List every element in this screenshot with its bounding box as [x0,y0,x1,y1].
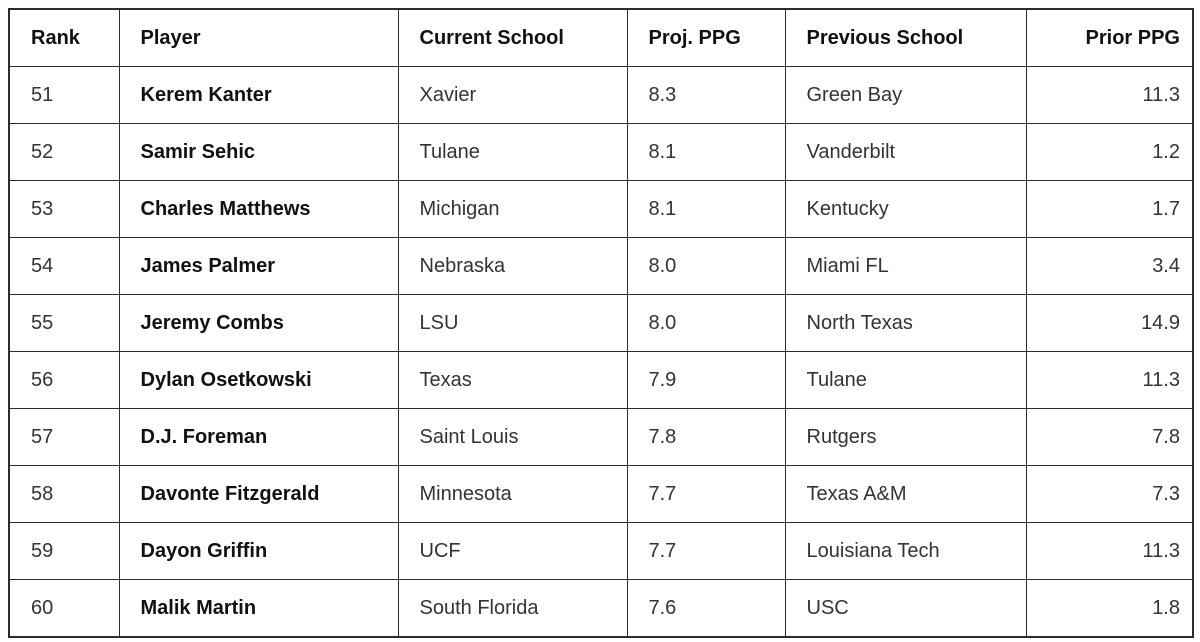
rankings-table-container: Rank Player Current School Proj. PPG Pre… [8,8,1194,638]
current-school-cell: Michigan [397,180,628,238]
current-school-cell: LSU [397,294,628,352]
current-school-cell: Xavier [397,66,628,124]
player-cell: Samir Sehic [118,123,399,181]
rank-cell: 53 [8,180,120,238]
header-proj-ppg: Proj. PPG [626,8,786,67]
prior-ppg-cell: 14.9 [1025,294,1194,352]
rank-cell: 52 [8,123,120,181]
proj-ppg-cell: 7.7 [626,465,786,523]
prior-ppg-cell: 1.7 [1025,180,1194,238]
current-school-cell: UCF [397,522,628,580]
table-row: 54 James Palmer Nebraska 8.0 Miami FL 3.… [8,237,1194,295]
proj-ppg-cell: 7.9 [626,351,786,409]
table-row: 56 Dylan Osetkowski Texas 7.9 Tulane 11.… [8,351,1194,409]
prior-ppg-cell: 1.8 [1025,579,1194,638]
previous-school-cell: Rutgers [784,408,1027,466]
transfer-rankings-table: Rank Player Current School Proj. PPG Pre… [8,8,1194,638]
current-school-cell: Minnesota [397,465,628,523]
table-row: 51 Kerem Kanter Xavier 8.3 Green Bay 11.… [8,66,1194,124]
header-row: Rank Player Current School Proj. PPG Pre… [8,8,1194,67]
rank-cell: 56 [8,351,120,409]
table-row: 59 Dayon Griffin UCF 7.7 Louisiana Tech … [8,522,1194,580]
table-row: 55 Jeremy Combs LSU 8.0 North Texas 14.9 [8,294,1194,352]
previous-school-cell: Louisiana Tech [784,522,1027,580]
player-cell: James Palmer [118,237,399,295]
current-school-cell: Tulane [397,123,628,181]
header-rank: Rank [8,8,120,67]
previous-school-cell: Texas A&M [784,465,1027,523]
prior-ppg-cell: 11.3 [1025,66,1194,124]
player-cell: Dylan Osetkowski [118,351,399,409]
rank-cell: 55 [8,294,120,352]
table-row: 53 Charles Matthews Michigan 8.1 Kentuck… [8,180,1194,238]
prior-ppg-cell: 1.2 [1025,123,1194,181]
previous-school-cell: Tulane [784,351,1027,409]
rank-cell: 51 [8,66,120,124]
current-school-cell: Texas [397,351,628,409]
previous-school-cell: Green Bay [784,66,1027,124]
player-cell: Davonte Fitzgerald [118,465,399,523]
rank-cell: 58 [8,465,120,523]
table-body: 51 Kerem Kanter Xavier 8.3 Green Bay 11.… [8,66,1194,638]
rank-cell: 57 [8,408,120,466]
table-row: 60 Malik Martin South Florida 7.6 USC 1.… [8,579,1194,638]
player-cell: Charles Matthews [118,180,399,238]
current-school-cell: Nebraska [397,237,628,295]
proj-ppg-cell: 8.0 [626,237,786,295]
prior-ppg-cell: 3.4 [1025,237,1194,295]
player-cell: Malik Martin [118,579,399,638]
prior-ppg-cell: 11.3 [1025,351,1194,409]
proj-ppg-cell: 8.3 [626,66,786,124]
prior-ppg-cell: 7.3 [1025,465,1194,523]
previous-school-cell: Miami FL [784,237,1027,295]
header-current-school: Current School [397,8,628,67]
table-row: 57 D.J. Foreman Saint Louis 7.8 Rutgers … [8,408,1194,466]
player-cell: Jeremy Combs [118,294,399,352]
proj-ppg-cell: 8.1 [626,123,786,181]
rank-cell: 54 [8,237,120,295]
previous-school-cell: USC [784,579,1027,638]
proj-ppg-cell: 8.1 [626,180,786,238]
header-previous-school: Previous School [784,8,1027,67]
proj-ppg-cell: 8.0 [626,294,786,352]
player-cell: D.J. Foreman [118,408,399,466]
prior-ppg-cell: 7.8 [1025,408,1194,466]
prior-ppg-cell: 11.3 [1025,522,1194,580]
previous-school-cell: Kentucky [784,180,1027,238]
table-row: 52 Samir Sehic Tulane 8.1 Vanderbilt 1.2 [8,123,1194,181]
previous-school-cell: Vanderbilt [784,123,1027,181]
table-row: 58 Davonte Fitzgerald Minnesota 7.7 Texa… [8,465,1194,523]
proj-ppg-cell: 7.8 [626,408,786,466]
rank-cell: 59 [8,522,120,580]
current-school-cell: South Florida [397,579,628,638]
proj-ppg-cell: 7.7 [626,522,786,580]
rank-cell: 60 [8,579,120,638]
previous-school-cell: North Texas [784,294,1027,352]
table-header: Rank Player Current School Proj. PPG Pre… [8,8,1194,67]
player-cell: Kerem Kanter [118,66,399,124]
proj-ppg-cell: 7.6 [626,579,786,638]
current-school-cell: Saint Louis [397,408,628,466]
header-prior-ppg: Prior PPG [1025,8,1194,67]
header-player: Player [118,8,399,67]
player-cell: Dayon Griffin [118,522,399,580]
